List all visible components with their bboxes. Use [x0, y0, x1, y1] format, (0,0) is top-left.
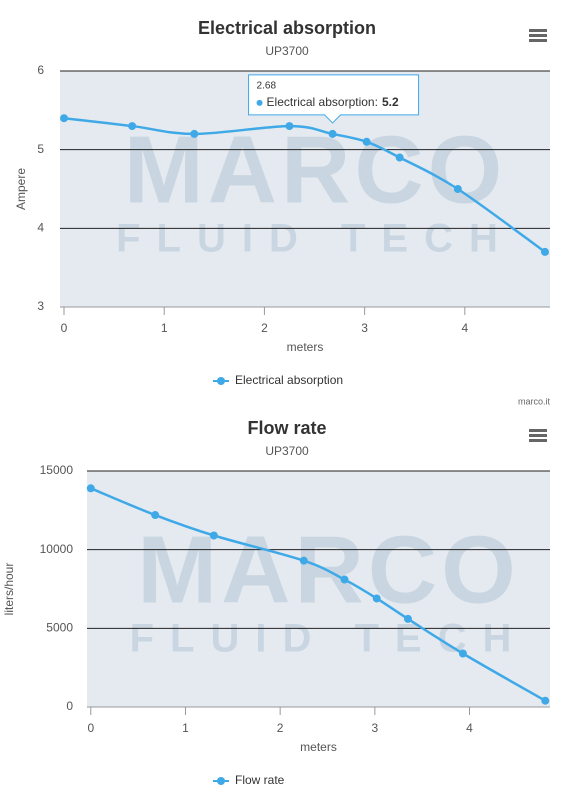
- legend-label: Flow rate: [235, 773, 285, 787]
- data-point: [60, 114, 69, 123]
- menu-bar: [529, 29, 547, 32]
- tooltip-marker: [256, 99, 263, 106]
- data-point: [453, 185, 462, 193]
- y-axis-label: Ampere: [14, 168, 28, 210]
- tooltip: 2.68 Electrical absorption: 5.2: [248, 74, 420, 124]
- menu-bar: [529, 34, 547, 37]
- data-point: [151, 511, 160, 520]
- y-tick-label: 6: [37, 63, 44, 77]
- data-point: [128, 122, 137, 131]
- data-point: [86, 484, 95, 493]
- data-point: [403, 614, 412, 623]
- chart-title: Electrical absorption: [198, 18, 376, 38]
- x-tick-label: 1: [182, 721, 189, 735]
- data-point: [541, 696, 550, 705]
- x-tick-label: 4: [461, 321, 468, 335]
- x-tick-label: 0: [87, 721, 94, 735]
- x-tick-label: 2: [277, 721, 284, 735]
- y-tick-label: 5: [37, 142, 44, 156]
- watermark: FLUID TECH: [116, 217, 514, 261]
- legend-item[interactable]: Electrical absorption: [213, 373, 343, 387]
- y-tick-label: 15000: [40, 463, 74, 477]
- data-point: [395, 153, 404, 162]
- y-axis-label: liters/hour: [2, 563, 16, 616]
- data-point: [362, 137, 371, 146]
- y-tick-label: 3: [37, 299, 44, 313]
- data-point: [285, 122, 294, 131]
- menu-bar: [529, 39, 547, 42]
- x-tick-label: 0: [61, 321, 68, 335]
- menu-button[interactable]: [529, 29, 547, 42]
- chart-subtitle: UP3700: [265, 444, 309, 458]
- credits[interactable]: marco.it: [518, 396, 551, 406]
- legend-marker: [217, 377, 225, 385]
- x-tick-label: 1: [161, 321, 168, 335]
- menu-bar: [529, 434, 547, 437]
- menu-bar: [529, 439, 547, 442]
- plot-background: [87, 471, 550, 707]
- y-tick-label: 10000: [40, 542, 74, 556]
- watermark: FLUID TECH: [130, 617, 528, 661]
- tooltip-text: Electrical absorption: 5.2: [267, 95, 399, 109]
- data-point: [190, 129, 199, 138]
- menu-button[interactable]: [529, 429, 547, 442]
- x-tick-label: 2: [261, 321, 268, 335]
- y-tick-label: 5000: [46, 621, 73, 635]
- data-point: [209, 531, 218, 540]
- data-point: [299, 556, 308, 565]
- menu-bar: [529, 429, 547, 432]
- x-axis-label: meters: [287, 340, 324, 354]
- tooltip-x: 2.68: [257, 81, 277, 92]
- legend-label: Electrical absorption: [235, 373, 343, 387]
- data-point: [458, 649, 467, 658]
- chart-title: Flow rate: [247, 418, 326, 438]
- tooltip-box: [248, 74, 420, 124]
- data-point: [372, 594, 381, 603]
- data-point: [540, 247, 549, 256]
- tooltip-value: 5.2: [382, 95, 399, 109]
- chart-subtitle: UP3700: [265, 44, 309, 58]
- data-point: [340, 575, 349, 584]
- y-tick-label: 0: [66, 699, 73, 713]
- x-tick-label: 4: [466, 721, 473, 735]
- legend-marker: [217, 777, 225, 785]
- y-tick-label: 4: [37, 221, 44, 235]
- x-axis-label: meters: [300, 740, 337, 754]
- x-tick-label: 3: [361, 321, 368, 335]
- legend-item[interactable]: Flow rate: [213, 773, 285, 787]
- data-point: [328, 129, 337, 138]
- tooltip-label: Electrical absorption:: [267, 95, 378, 109]
- x-tick-label: 3: [371, 721, 378, 735]
